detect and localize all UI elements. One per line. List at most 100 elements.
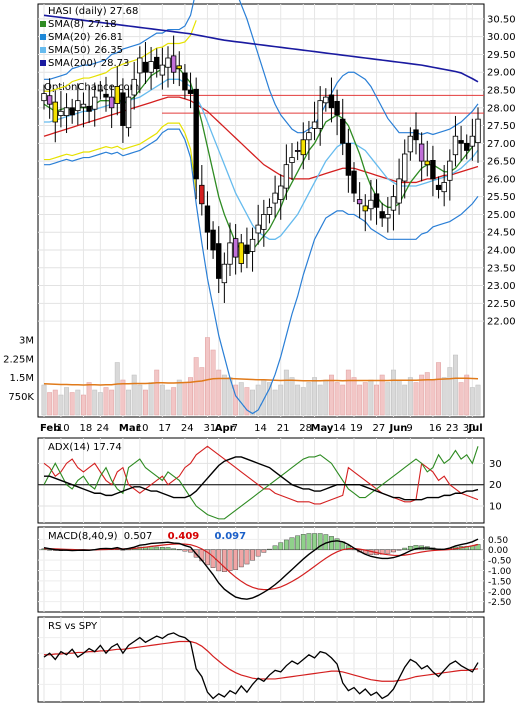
candle-body	[125, 96, 132, 129]
lower-band-line	[44, 128, 479, 415]
candle-body	[80, 103, 87, 108]
candle-body	[165, 57, 171, 68]
legend-label: SMA(8) 27.18	[48, 19, 117, 30]
x-tick-label: 31	[203, 423, 216, 434]
volume-bar	[424, 372, 430, 416]
x-tick-label: 17	[158, 423, 171, 434]
volume-bar	[278, 384, 284, 416]
legend-label: SMA(50) 26.35	[48, 45, 123, 56]
candle-body	[430, 159, 436, 180]
candle-body	[396, 178, 402, 204]
price-tick-label: 26.00	[487, 174, 516, 185]
adx-tick-label: 10	[489, 502, 502, 513]
volume-bar	[97, 392, 103, 416]
macd-histogram-bar	[475, 544, 481, 550]
candle-body	[469, 135, 476, 147]
macd-histogram-bar	[165, 547, 171, 550]
macd-title: MACD(8,40,9) 0.507 0.409 0.097	[48, 531, 246, 542]
candle-body	[272, 192, 278, 204]
volume-bar	[340, 384, 346, 416]
x-tick-label: 18	[79, 423, 92, 434]
macd-histogram-bar	[244, 549, 250, 565]
x-tick-label: 19	[350, 423, 363, 434]
candle-body	[323, 96, 329, 104]
volume-bar	[469, 387, 475, 416]
legend-label: SMA(200) 28.73	[48, 58, 129, 69]
price-tick-label: 22.00	[487, 317, 516, 328]
candle-body	[435, 184, 442, 190]
candle-body	[103, 93, 109, 98]
candle-body	[227, 242, 233, 265]
candle-body	[154, 56, 160, 70]
volume-bar	[103, 387, 109, 416]
legend-value: 26.81	[94, 32, 123, 43]
upper-envelope-line	[44, 20, 197, 92]
macd-tick-label: -0.50	[488, 557, 512, 567]
candle-body	[368, 199, 374, 210]
x-tick-label: May	[311, 423, 334, 434]
macd-histogram-bar	[272, 545, 278, 550]
macd-histogram-bar	[402, 547, 408, 550]
price-panel: OptionChance.com HASI (daily) 27.68 SMA(…	[3, 0, 516, 418]
macd-line	[43, 538, 479, 600]
candle-body	[170, 55, 177, 73]
volume-bar	[143, 389, 148, 416]
candle-body	[407, 135, 414, 153]
legend-swatch	[40, 21, 46, 27]
x-tick-label: 27	[373, 423, 386, 434]
volume-bar	[312, 377, 317, 416]
macd-histogram-bar	[413, 545, 419, 550]
volume-bar	[171, 387, 177, 416]
volume-bar	[182, 382, 188, 416]
volume-bar	[86, 382, 92, 416]
adx-line	[44, 456, 479, 501]
volume-bar	[374, 384, 379, 416]
candle-body	[249, 238, 256, 252]
price-tick-label: 24.50	[487, 228, 516, 239]
volume-bar	[441, 377, 447, 416]
volume-bar	[64, 387, 69, 416]
price-tick-label: 27.50	[487, 121, 516, 132]
volume-bar	[58, 394, 64, 416]
legend: HASI (daily) 27.68 SMA(8) 27.18 SMA(20) 26.…	[40, 6, 138, 69]
volume-bar	[458, 382, 464, 416]
volume-bar	[255, 384, 261, 416]
macd-histogram-bar	[329, 536, 334, 550]
macd-histogram-bar	[233, 549, 239, 570]
adx-tick-label: 30	[489, 459, 502, 470]
volume-bar	[430, 379, 436, 416]
volume-bar	[210, 349, 216, 416]
volume-bar	[362, 382, 368, 416]
candle-body	[356, 199, 363, 205]
macd-histogram-bar	[182, 549, 188, 552]
volume-bar	[137, 384, 143, 416]
candle-body	[351, 170, 357, 194]
x-tick-label: 30	[463, 423, 476, 434]
candle-body	[300, 139, 306, 156]
candle-body	[244, 244, 250, 254]
rs-title: RS vs SPY	[48, 621, 98, 632]
candle-body	[238, 242, 244, 264]
volume-bar	[92, 389, 98, 416]
candle-body	[266, 206, 273, 215]
volume-bar	[334, 382, 340, 416]
legend-swatch	[40, 34, 46, 40]
legend-value: 26.35	[94, 45, 123, 56]
candle-body	[159, 64, 166, 76]
macd-title-label: MACD(8,40,9)	[48, 531, 118, 542]
legend-value: 27.18	[88, 19, 117, 30]
candle-body	[63, 107, 70, 117]
legend-label-text: SMA(200)	[48, 58, 97, 69]
volume-bar	[205, 337, 210, 416]
volume-bar	[131, 374, 137, 416]
candle-body	[137, 57, 143, 74]
x-tick-label: 16	[429, 423, 442, 434]
minus-di-line	[43, 445, 479, 505]
x-tick-label: 9	[406, 423, 412, 434]
price-tick-label: 23.00	[487, 281, 516, 292]
volume-bar	[233, 384, 239, 416]
candle-body	[182, 72, 188, 91]
macd-histogram-bar	[171, 548, 177, 550]
x-tick-label: 24	[96, 423, 109, 434]
